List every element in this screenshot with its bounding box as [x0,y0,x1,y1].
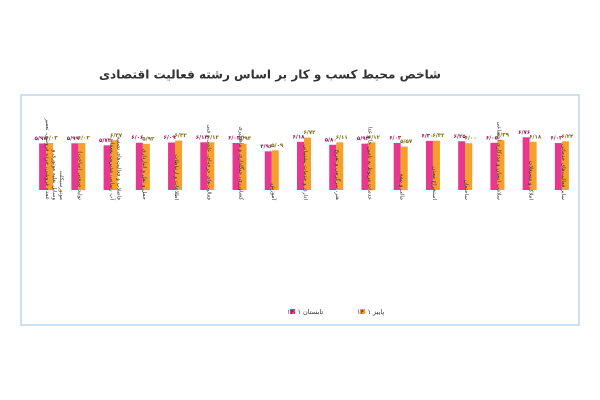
bar [239,143,247,190]
bar [271,150,279,190]
bar [336,142,344,190]
x-tick-label: خدمات مربوط به تامین جا و غذا [367,126,373,200]
data-label: ۶/۳۲ [432,133,445,139]
bar [554,143,562,190]
data-label: ۵/۸۰ [325,137,337,143]
bar [297,141,304,190]
data-label: ۶/۰۳ [46,135,59,141]
data-label: ۶/۰۲ [550,136,563,142]
data-label: ۶/۷۲ [303,130,316,136]
data-label: ۵/۰۹ [271,143,284,149]
data-label: ۶/۱۲ [196,135,209,141]
bar [207,142,215,190]
data-label: ۶/۰۳ [389,135,402,141]
x-tick-label: آموزش [270,183,277,200]
data-label: ۵/۷۳ [99,138,112,144]
bar [46,142,54,190]
legend-label: پاییز ۱۴۰۱ [357,308,384,316]
data-label: ۵/۹۷ [35,136,48,142]
x-tick-label: فعالیت‌های حرفه‌ای، علمی و فنی [206,124,212,200]
x-tick-label: حمل و نقل و انبارداری [141,148,147,200]
x-tick-label: ساختمان [464,180,470,201]
data-label: ۶/۰۵ [486,135,499,141]
data-label: ۶/۲۵ [454,134,467,140]
bar [135,142,143,190]
bar [522,137,530,190]
data-label: ۶/۷۶ [518,130,530,136]
bar [110,140,118,190]
bar [465,143,473,190]
bar [561,141,569,190]
data-label: ۶/۱۸ [292,134,305,140]
chart-frame [20,94,580,326]
x-tick-label: سلامت انسان و مددکاری اجتماعی [496,122,503,201]
bar [175,140,183,190]
bar [425,140,433,190]
data-label: ۶/۳۹ [497,133,510,139]
bar [432,140,440,190]
bar [78,143,86,190]
data-label: ۶/۰۳ [228,135,241,141]
x-tick-label: آب رسانی، مدیریت پسماند،فاضلاب و فعالیت‌… [109,136,122,200]
data-label: ۶/۲۴ [561,134,574,140]
bar [142,143,150,190]
bar [71,143,79,190]
data-label: ۶/۳۰ [421,133,433,139]
data-label: ۵/۹۴ [357,136,370,142]
legend-swatch [290,309,295,314]
data-label: ۵/۵۷ [400,139,413,145]
x-tick-label: کشاورزی، جنگلداری و ماهیگیری [238,126,245,200]
bar [168,142,176,190]
bar [103,145,111,190]
bar [490,142,498,190]
data-label: ۶/۱۲ [207,135,220,141]
chart-title: شاخص محیط کسب و کار بر اساس رشته فعالیت … [99,68,441,83]
data-label: ۶/۳۷ [110,133,123,139]
data-label: ۶/۱۱ [336,135,348,141]
x-tick-label: تولید صنعتی (ساخت) [77,151,83,200]
x-tick-label: عمده فروشی، خرده فروشی، تعمیروسایل نقلیه… [45,117,66,200]
bar [200,142,208,190]
data-label: ۶/۰۲ [78,136,91,142]
data-label: ۵/۹۹ [67,136,80,142]
data-label: ۶/۰۰ [465,136,477,142]
x-tick-label: اداری و خدمات پشتیبانی [303,144,309,200]
bar [529,141,537,190]
data-label: ۶/۰۹ [164,135,177,141]
bar [400,146,408,190]
bar [393,142,401,190]
data-label: ۵/۹۳ [239,136,252,142]
data-label: ۶/۰۶ [131,135,143,141]
x-tick-label: املاک و مستغلات [528,161,535,201]
data-label: ۴/۹۶ [260,144,272,150]
legend-swatch [360,309,365,314]
data-label: ۶/۱۸ [529,134,542,140]
bar [361,143,369,190]
bar [368,142,376,190]
bar [304,137,311,190]
data-label: ۵/۹۲ [142,136,155,142]
bar [329,144,337,190]
x-tick-label: مالی و بیمه [399,174,405,200]
x-tick-label: استخراج معدن [431,166,437,200]
bar [232,142,240,190]
x-tick-label: سایر فعالیت‌های خدماتی [560,144,566,200]
legend-label: تابستان ۱۴۰۱ [287,308,323,316]
x-tick-label: هنر، سرگرمی و تفریح [335,149,342,200]
bar [458,141,466,190]
data-label: ۶/۱۲ [368,135,381,141]
bar [264,151,272,190]
bar [39,143,47,190]
bar [497,140,505,190]
x-tick-label: اطلاعات و ارتباطات [174,154,180,200]
data-label: ۶/۳۳ [175,133,188,139]
